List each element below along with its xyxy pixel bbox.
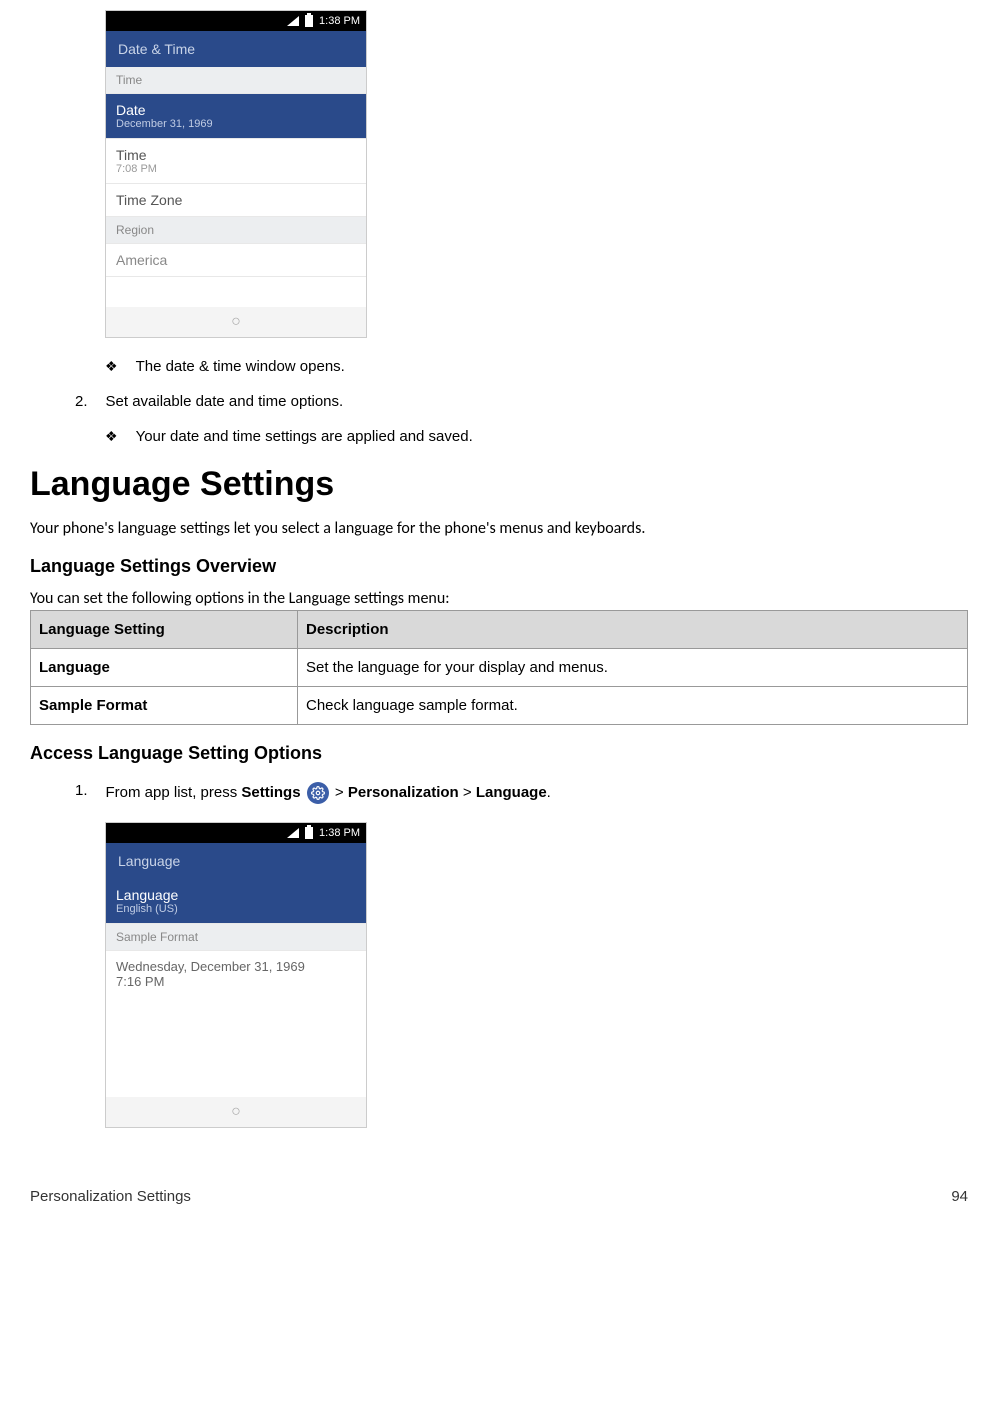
gt: > [335,784,348,801]
phone-blank [106,277,366,307]
step-1: 1. From app list, press Settings > Perso… [75,782,968,804]
footer-page-number: 94 [951,1188,968,1205]
settings-gear-icon [307,782,329,804]
bullet-item-1: ❖ The date & time window opens. [105,358,968,375]
td-desc: Check language sample format. [298,687,968,725]
phone-nav-bar: ○ [106,307,366,337]
footer-left: Personalization Settings [30,1188,191,1205]
date-value: December 31, 1969 [116,118,356,130]
step-2: 2. Set available date and time options. [75,393,968,410]
region-value: America [116,252,356,268]
step-number: 2. [75,393,88,410]
phone-header: Date & Time [106,31,366,67]
lang-value: English (US) [116,903,356,915]
period: . [547,784,551,801]
bullet-list-1: ❖ The date & time window opens. [105,358,968,375]
step-pre: From app list, press [106,784,242,801]
section-time: Time [106,67,366,94]
section-region: Region [106,217,366,244]
status-time: 1:38 PM [319,15,360,27]
phone-screenshot-language: 1:38 PM Language Language English (US) S… [105,822,367,1128]
phone-nav-bar: ○ [106,1097,366,1127]
document-page: 1:38 PM Date & Time Time Date December 3… [0,0,998,1235]
row-timezone[interactable]: Time Zone [106,184,366,217]
phone-blank [106,997,366,1097]
heading-language-settings: Language Settings [30,465,968,504]
bullet-text: Your date and time settings are applied … [136,428,473,445]
th-description: Description [298,611,968,649]
status-time: 1:38 PM [319,827,360,839]
diamond-bullet-icon: ❖ [105,428,118,445]
bullet-item-2: ❖ Your date and time settings are applie… [105,428,968,445]
bullet-text: The date & time window opens. [136,358,345,375]
signal-icon [287,16,299,26]
sample-time: 7:16 PM [116,974,356,989]
lang-label: Language [116,887,356,903]
battery-icon [305,15,313,27]
intro-text: Your phone's language settings let you s… [30,519,968,538]
td-label: Language [31,649,298,687]
table-intro: You can set the following options in the… [30,589,968,608]
section-sample-format: Sample Format [106,924,366,951]
language-settings-table: Language Setting Description Language Se… [30,610,968,725]
row-sample: Wednesday, December 31, 1969 7:16 PM [106,951,366,997]
subheading-overview: Language Settings Overview [30,556,968,577]
phone-status-bar: 1:38 PM [106,11,366,31]
table-row: Language Set the language for your displ… [31,649,968,687]
battery-icon [305,827,313,839]
row-language[interactable]: Language English (US) [106,879,366,924]
signal-icon [287,828,299,838]
phone-header: Language [106,843,366,879]
word-settings: Settings [241,784,300,801]
diamond-bullet-icon: ❖ [105,358,118,375]
td-desc: Set the language for your display and me… [298,649,968,687]
sample-date: Wednesday, December 31, 1969 [116,959,356,974]
step-text: From app list, press Settings > Personal… [106,782,551,804]
subheading-access: Access Language Setting Options [30,743,968,764]
table-row: Sample Format Check language sample form… [31,687,968,725]
row-time[interactable]: Time 7:08 PM [106,139,366,184]
step-number: 1. [75,782,88,799]
home-icon[interactable]: ○ [231,1103,241,1121]
gt: > [459,784,476,801]
word-language: Language [476,784,547,801]
td-label: Sample Format [31,687,298,725]
word-personalization: Personalization [348,784,459,801]
table-header-row: Language Setting Description [31,611,968,649]
th-setting: Language Setting [31,611,298,649]
bullet-list-2: ❖ Your date and time settings are applie… [105,428,968,445]
page-footer: Personalization Settings 94 [30,1188,968,1205]
phone-screenshot-date-time: 1:38 PM Date & Time Time Date December 3… [105,10,367,338]
tz-label: Time Zone [116,192,356,208]
phone-status-bar: 1:38 PM [106,823,366,843]
time-value: 7:08 PM [116,163,356,175]
time-label: Time [116,147,356,163]
row-region[interactable]: America [106,244,366,277]
home-icon[interactable]: ○ [231,313,241,331]
date-label: Date [116,102,356,118]
step-text: Set available date and time options. [106,393,344,410]
row-date[interactable]: Date December 31, 1969 [106,94,366,139]
